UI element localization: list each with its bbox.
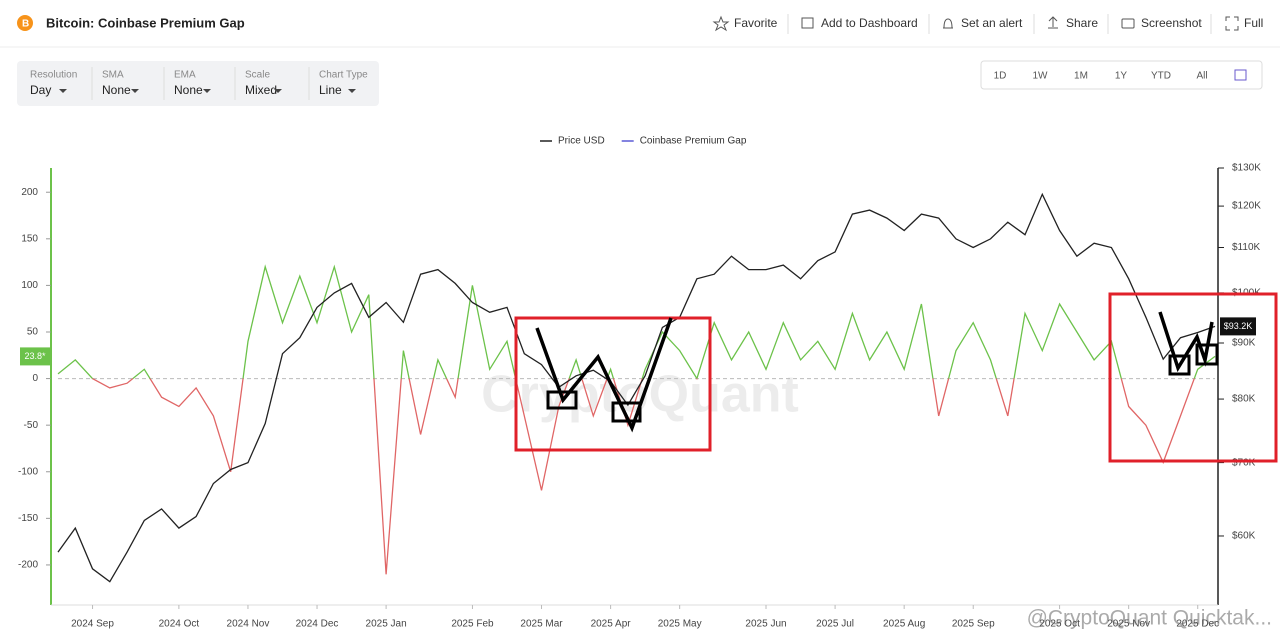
y-tick-label: -150	[18, 513, 38, 524]
control-value[interactable]: None	[102, 83, 131, 97]
annotations	[514, 292, 1278, 463]
full-icon	[1225, 16, 1239, 31]
y2-tick-label: $60K	[1232, 531, 1256, 542]
y2-tick-label: $130K	[1232, 163, 1261, 174]
y2-tick-label: $80K	[1232, 394, 1256, 405]
controls: Resolution Day SMA None EMA None Scale Mixed Cha…	[30, 67, 368, 100]
legend-label[interactable]: Coinbase Premium Gap	[640, 136, 747, 147]
y-tick-label: 150	[21, 233, 38, 244]
control-value[interactable]: None	[174, 83, 203, 97]
legend-label[interactable]: Price USD	[558, 136, 605, 147]
x-tick-label: 2025 Jul	[816, 619, 854, 630]
range-button[interactable]: 1W	[1033, 71, 1049, 82]
star-icon	[712, 15, 730, 32]
drawn-box	[546, 390, 578, 410]
x-tick-label: 2025 May	[658, 619, 702, 630]
y-tick-label: 100	[21, 280, 38, 291]
control-value[interactable]: Mixed	[245, 83, 277, 97]
bell-icon	[943, 18, 953, 29]
y-tick-label: 200	[21, 187, 38, 198]
share-icon	[1048, 16, 1058, 29]
y-tick-label: 0	[32, 373, 38, 384]
x-tick-label: 2025 Aug	[883, 619, 925, 630]
camera-icon	[1121, 18, 1135, 29]
y-tick-label: -200	[18, 560, 38, 571]
x-tick-label: 2025 Jan	[366, 619, 407, 630]
action-button[interactable]: Add to Dashboard	[821, 16, 918, 30]
highlight-box	[1108, 292, 1278, 463]
drawn-box	[1195, 343, 1219, 366]
series-line	[57, 264, 1216, 575]
chart: -200 -150 -100 -50 0 50 100 150 200 $60K $70K $80K $…	[18, 136, 1261, 630]
current-value-label: $93.2K	[1224, 321, 1253, 331]
action-button[interactable]: Full	[1244, 16, 1263, 30]
range-button[interactable]: 1Y	[1115, 71, 1128, 82]
page-title: Bitcoin: Coinbase Premium Gap	[46, 15, 245, 30]
header-actions: Favorite Add to Dashboard Set an alert S…	[712, 14, 1263, 34]
action-button[interactable]: Favorite	[734, 16, 778, 30]
dropdown-arrow	[274, 89, 282, 93]
control-label: Chart Type	[319, 70, 368, 81]
dropdown-arrow	[131, 89, 139, 93]
y-tick-label: 50	[27, 327, 39, 338]
range-button[interactable]: 1M	[1074, 71, 1088, 82]
control-label: EMA	[174, 70, 196, 81]
action-button[interactable]: Set an alert	[961, 16, 1023, 30]
legend: Price USD Coinbase Premium Gap	[540, 136, 747, 147]
ranges: 1D 1W 1M 1Y YTD All	[994, 71, 1208, 82]
drawn-w	[1158, 311, 1214, 373]
current-value-tag	[20, 347, 51, 366]
x-tick-label: 2025 Jun	[745, 619, 786, 630]
bitcoin-glyph: B	[22, 19, 29, 30]
bitcoin-icon	[17, 15, 33, 31]
x-tick-label: 2025 Apr	[591, 619, 632, 630]
x-tick-label: 2024 Dec	[296, 619, 339, 630]
x-tick-label: 2024 Sep	[71, 619, 114, 630]
y-tick-label: -100	[18, 466, 38, 477]
x-tick-label: 2025 Feb	[451, 619, 494, 630]
x-tick-label: 2025 Nov	[1107, 619, 1150, 630]
dropdown-arrow	[59, 89, 67, 93]
current-value-tag	[1220, 317, 1256, 336]
x-tick-label: 2024 Nov	[227, 619, 270, 630]
control-value[interactable]: Day	[30, 83, 51, 97]
drawn-box	[1168, 354, 1191, 376]
dropdown-arrow	[203, 89, 211, 93]
drawn-w	[535, 317, 673, 433]
x-tick-label: 2024 Oct	[159, 619, 200, 630]
x-tick-label: 2025 Mar	[520, 619, 563, 630]
control-label: SMA	[102, 70, 124, 81]
dashboard-icon	[801, 17, 814, 29]
drawn-box	[611, 401, 642, 423]
control-value[interactable]: Line	[319, 83, 342, 97]
x-tick-label: 2025 Sep	[952, 619, 995, 630]
range-button[interactable]: 1D	[994, 71, 1007, 82]
action-button[interactable]: Share	[1066, 16, 1098, 30]
y2-tick-label: $110K	[1232, 242, 1261, 253]
x-tick-label: 2025 Dec	[1176, 619, 1219, 630]
current-value-label: 23.8*	[24, 351, 46, 361]
x-tick-label: 2025 Oct	[1039, 619, 1080, 630]
y-tick-label: -50	[24, 420, 39, 431]
highlight-box	[514, 316, 712, 452]
y2-tick-label: $120K	[1232, 201, 1261, 212]
control-label: Scale	[245, 70, 270, 81]
control-label: Resolution	[30, 70, 77, 81]
range-button[interactable]: All	[1196, 71, 1207, 82]
dropdown-arrow	[348, 89, 356, 93]
y2-tick-label: $70K	[1232, 457, 1256, 468]
range-selector	[980, 60, 1263, 90]
action-button[interactable]: Screenshot	[1141, 16, 1202, 30]
toolbar	[17, 61, 379, 106]
y2-tick-label: $90K	[1232, 338, 1256, 349]
credit: @CryptoQuant Quicktak...	[1027, 607, 1272, 630]
series-line	[57, 192, 1216, 583]
calendar-icon[interactable]	[1234, 69, 1247, 81]
range-button[interactable]: YTD	[1151, 71, 1171, 82]
